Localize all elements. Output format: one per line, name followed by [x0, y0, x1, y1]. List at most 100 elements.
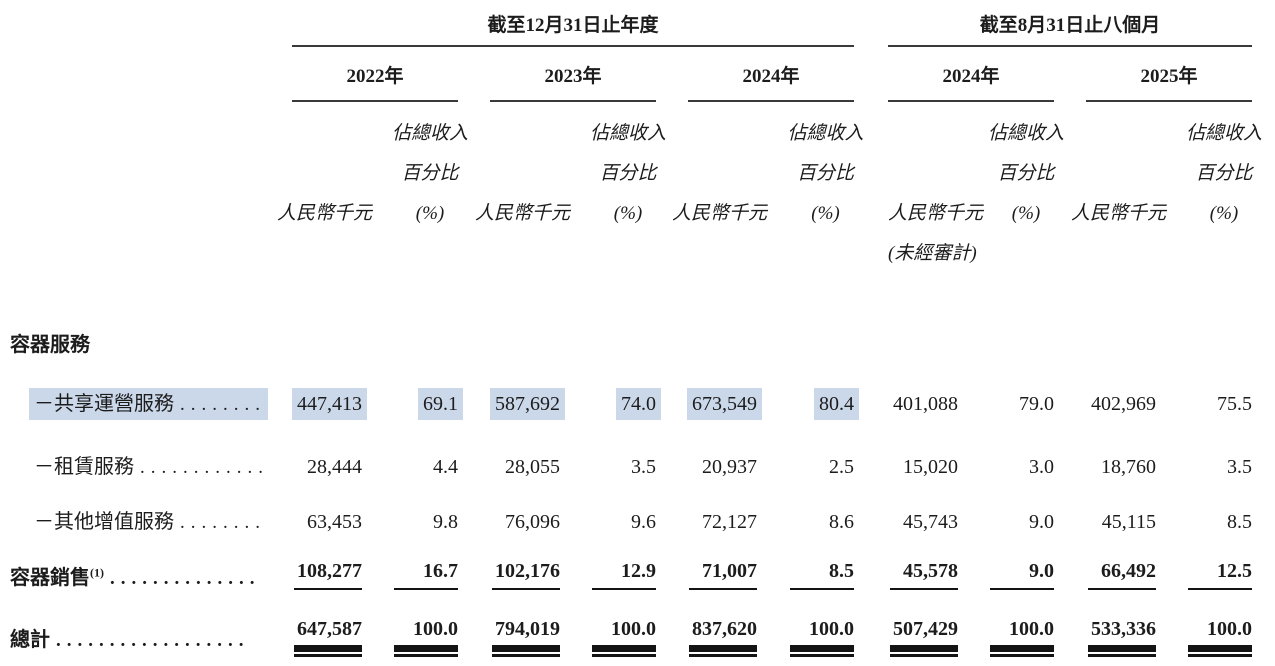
period-group-row: 截至12月31日止年度 截至8月31日止八個月: [0, 0, 1253, 47]
value-cell: 12.5: [1156, 546, 1253, 604]
row-label: －租賃服務: [34, 456, 134, 478]
total-cell: 507,429: [888, 604, 959, 666]
value-cell: 45,115: [1101, 511, 1157, 533]
value-cell: 8.6: [829, 511, 855, 533]
value-cell: 66,492: [1054, 546, 1157, 604]
row-label: －共享運營服務........: [34, 393, 266, 415]
value-cell: 8.5: [1227, 511, 1253, 533]
total-cell: 794,019: [458, 604, 560, 666]
value-cell: 9.0: [958, 546, 1055, 604]
pct-of-revenue-label: 百分比: [401, 163, 459, 184]
column-gap: [854, 546, 888, 604]
total-cell: 647,587: [268, 604, 362, 666]
value-cell: 673,549: [692, 393, 757, 415]
value-cell: 102,176: [458, 546, 560, 604]
value-cell: 79.0: [1019, 393, 1055, 415]
value-cell: 3.5: [631, 456, 656, 478]
value-cell: 74.0: [621, 393, 656, 415]
total-cell: 837,620: [656, 604, 757, 666]
pct-of-revenue-label: 佔總收入: [988, 123, 1065, 144]
table-row-shared-operation: －共享運營服務........ 447,413 69.1 587,692 74.…: [0, 365, 1252, 432]
value-cell: 75.5: [1217, 393, 1253, 415]
total-cell: 100.0: [958, 604, 1055, 666]
table-row-container-sales: 容器銷售(1).............. 108,277 16.7 102,1…: [0, 546, 1253, 604]
column-gap: [854, 0, 888, 47]
value-cell: 3.5: [1227, 456, 1253, 478]
pct-sign-label: (%): [415, 203, 445, 224]
value-cell: 2.5: [829, 456, 855, 478]
total-cell: 100.0: [362, 604, 458, 666]
table-row-total: 總計.................. 647,587 100.0 794,0…: [0, 604, 1253, 666]
year-header-row: 2022年 2023年 2024年 2024年 2025年: [0, 47, 1253, 102]
rmb-unit-label: 人民幣千元: [276, 203, 372, 224]
pct-sign-label: (%): [1011, 203, 1041, 224]
value-cell: 401,088: [893, 393, 959, 415]
year-header-2023: 2023年: [490, 47, 656, 102]
value-cell: 587,692: [495, 393, 560, 415]
value-cell: 45,578: [888, 546, 959, 604]
value-cell: 9.0: [1029, 511, 1055, 533]
pct-of-revenue-label: 佔總收入: [1186, 123, 1263, 144]
value-cell: 9.6: [631, 511, 656, 533]
section-label: 容器服務: [10, 334, 90, 356]
pct-of-revenue-label: 佔總收入: [787, 123, 864, 144]
value-cell: 108,277: [268, 546, 362, 604]
total-cell: 100.0: [757, 604, 855, 666]
footnote-marker: (1): [90, 565, 104, 580]
interim-period-header: 截至8月31日止八個月: [888, 0, 1253, 47]
table-row-value-added: －其他增值服務........ 63,453 9.8 76,096 9.6 72…: [0, 491, 1252, 546]
pct-of-revenue-label: 百分比: [1195, 163, 1253, 184]
value-cell: 12.9: [560, 546, 656, 604]
total-cell: 533,336: [1054, 604, 1157, 666]
value-cell: 8.5: [757, 546, 855, 604]
value-cell: 447,413: [297, 393, 362, 415]
pct-of-revenue-label: 佔總收入: [391, 123, 468, 144]
dots-leader: ........: [180, 394, 266, 415]
pct-of-revenue-label: 百分比: [599, 163, 657, 184]
value-cell: 402,969: [1091, 393, 1157, 415]
year-header-2024-interim: 2024年: [888, 47, 1055, 102]
value-cell: 20,937: [702, 456, 757, 478]
section-row: 容器服務: [0, 274, 1252, 365]
unaudited-label: (未經審計): [888, 243, 977, 264]
dots-leader: ..................: [56, 630, 250, 651]
row-label: －其他增值服務: [34, 511, 174, 533]
table-row-leasing: －租賃服務............ 28,444 4.4 28,055 3.5 …: [0, 432, 1252, 491]
year-header-2024: 2024年: [688, 47, 855, 102]
value-cell: 16.7: [362, 546, 458, 604]
pct-of-revenue-label: 百分比: [797, 163, 855, 184]
value-cell: 76,096: [505, 511, 560, 533]
dots-leader: ........: [180, 512, 266, 533]
column-gap: [854, 365, 888, 432]
rmb-unit-label: 人民幣千元: [888, 203, 984, 224]
column-gap: [854, 432, 888, 491]
total-cell: 100.0: [1156, 604, 1253, 666]
value-cell: 18,760: [1101, 456, 1157, 478]
value-cell: 3.0: [1029, 456, 1055, 478]
column-gap: [854, 47, 888, 102]
value-cell: 15,020: [903, 456, 959, 478]
value-cell: 63,453: [307, 511, 362, 533]
value-cell: 71,007: [656, 546, 757, 604]
value-cell: 28,055: [505, 456, 560, 478]
rmb-unit-label: 人民幣千元: [474, 203, 570, 224]
dots-leader: ............: [140, 457, 268, 478]
row-label: 容器銷售: [10, 567, 90, 589]
rmb-unit-label: 人民幣千元: [1071, 203, 1167, 224]
pct-sign-label: (%): [613, 203, 643, 224]
value-cell: 45,743: [903, 511, 959, 533]
value-cell: 72,127: [702, 511, 757, 533]
pct-sign-label: (%): [811, 203, 840, 224]
row-label: 總計: [10, 629, 50, 651]
annual-period-header: 截至12月31日止年度: [292, 0, 855, 47]
column-gap: [854, 491, 888, 546]
value-cell: 4.4: [433, 456, 458, 478]
total-cell: 100.0: [560, 604, 656, 666]
rmb-unit-label: 人民幣千元: [671, 203, 767, 224]
value-cell: 80.4: [819, 393, 855, 415]
pct-sign-label: (%): [1209, 203, 1239, 224]
year-header-2022: 2022年: [292, 47, 458, 102]
pct-of-revenue-label: 佔總收入: [589, 123, 666, 144]
